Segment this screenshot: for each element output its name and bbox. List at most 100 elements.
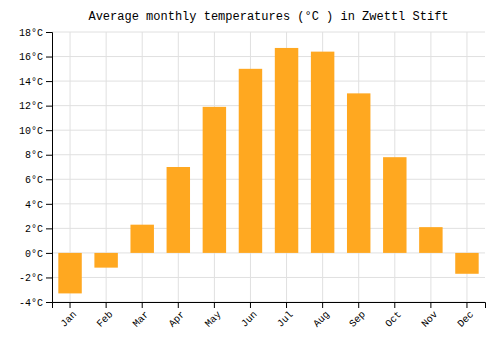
tick-mark [250,302,251,308]
bar [347,93,370,253]
tick: 10°C [19,126,52,137]
grid-line [52,81,485,82]
axis-line [46,33,53,303]
chart: -4°C-2°C0°C2°C4°C6°C8°C10°C12°C14°C16°C1… [0,0,500,350]
tick-mark [46,106,52,107]
tick-label: -2°C [19,273,43,284]
bar [455,253,478,274]
tick-label: 2°C [25,224,43,235]
tick: Jun [239,302,260,330]
tick: 2°C [25,224,52,235]
tick-mark [142,302,143,308]
tick-mark [106,302,107,308]
grid-line [52,277,485,278]
tick-mark [394,302,395,308]
grid-line [52,56,485,57]
grid-line [52,130,485,131]
bar [130,225,153,253]
tick-label: 12°C [19,101,43,112]
grid-line [142,32,143,302]
tick-mark [286,302,287,308]
tick-label: Jan [59,309,80,330]
tick-label: 14°C [19,77,43,88]
bar [94,253,117,268]
tick-label: Nov [420,309,441,330]
tick: Sep [347,302,368,330]
tick-mark [214,302,215,308]
tick: May [203,302,224,330]
tick: Jul [275,302,296,330]
bar [383,157,406,253]
tick-mark [46,179,52,180]
axis-line [53,303,486,309]
tick-mark [46,277,52,278]
bars [58,48,478,293]
tick-label: 4°C [25,200,43,211]
bar [311,52,334,253]
bar [419,227,442,253]
x-axis: Jan Feb Mar Apr May Jun Jul Aug Sep Oct Nov Dec [53,302,486,330]
tick: 4°C [25,200,52,211]
tick: Nov [420,302,441,330]
tick: 0°C [25,249,52,260]
tick: Apr [167,302,188,330]
tick-mark [178,302,179,308]
tick-mark [46,32,52,33]
tick: -4°C [19,298,52,309]
tick-mark [46,155,52,156]
tick-label: 0°C [25,249,43,260]
tick-label: Feb [95,309,116,330]
tick-label: May [203,309,224,330]
tick-mark [46,130,52,131]
tick-label: Aug [311,309,332,330]
tick-label: 6°C [25,175,43,186]
tick-mark [46,253,52,254]
tick-mark [466,302,467,308]
grid [52,32,485,302]
tick-label: Dec [456,309,477,330]
tick-mark [322,302,323,308]
tick-label: Apr [167,309,188,330]
plot: -4°C-2°C0°C2°C4°C6°C8°C10°C12°C14°C16°C1… [19,28,486,330]
title: Average monthly temperatures (°C ) in Zw… [88,10,448,24]
tick-mark [46,228,52,229]
tick-label: 16°C [19,52,43,63]
tick-mark [46,81,52,82]
tick-label: 10°C [19,126,43,137]
tick-mark [46,204,52,205]
tick-label: 18°C [19,28,43,39]
tick: 14°C [19,77,52,88]
tick: 16°C [19,52,52,63]
tick-label: Jul [275,309,296,330]
tick-label: Mar [131,309,152,330]
tick: 18°C [19,28,52,39]
bar [203,107,226,253]
tick-label: Sep [347,309,368,330]
grid-line [430,32,431,302]
tick-mark [358,302,359,308]
grid-line [52,179,485,180]
tick: Dec [456,302,477,330]
bar [58,253,81,294]
tick-mark [70,302,71,308]
tick: Aug [311,302,332,330]
grid-line [52,105,485,106]
tick: -2°C [19,273,52,284]
bar [167,167,190,253]
bar [239,69,262,253]
tick: Mar [131,302,152,330]
tick-mark [46,302,52,303]
grid-line [52,203,485,204]
tick: Feb [95,302,116,330]
tick: Oct [383,302,404,330]
grid-line [52,154,485,155]
tick-label: -4°C [19,298,43,309]
tick: Jan [59,302,80,330]
tick-mark [46,57,52,58]
grid-line [52,32,485,33]
tick: 6°C [25,175,52,186]
y-axis: -4°C-2°C0°C2°C4°C6°C8°C10°C12°C14°C16°C1… [19,28,53,309]
bar [275,48,298,253]
tick-mark [430,302,431,308]
tick-label: Jun [239,309,260,330]
